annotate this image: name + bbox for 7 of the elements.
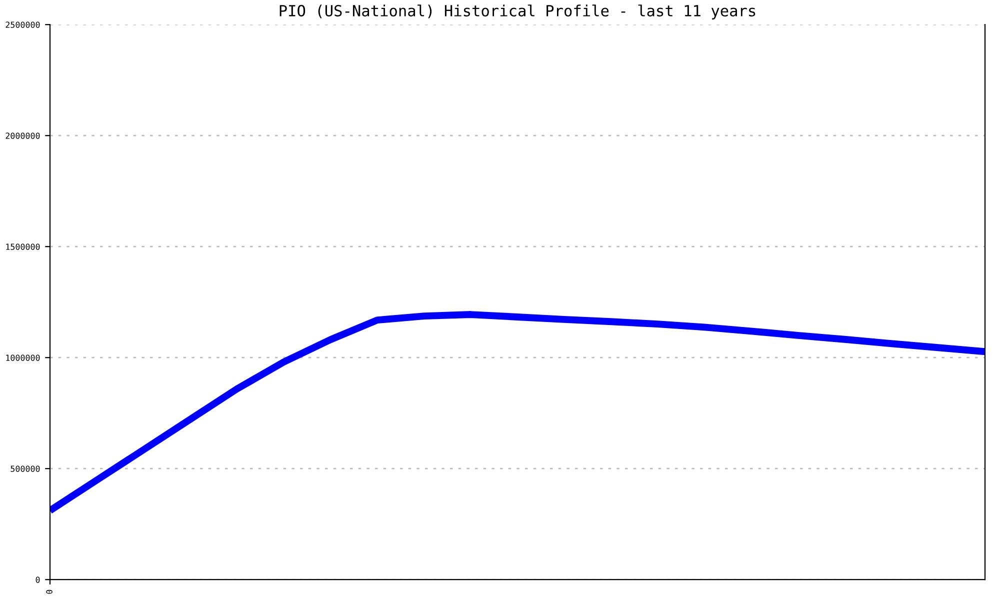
y-tick-label: 2500000	[6, 22, 40, 28]
y-tick-label: 1500000	[6, 244, 40, 250]
y-tick-label: 0	[36, 576, 40, 583]
y-tick-label: 2000000	[6, 132, 40, 139]
chart-title: PIO (US-National) Historical Profile - last 11 years	[280, 4, 756, 20]
y-tick-label: 500000	[10, 466, 40, 472]
y-tick-label: 1000000	[6, 354, 40, 361]
